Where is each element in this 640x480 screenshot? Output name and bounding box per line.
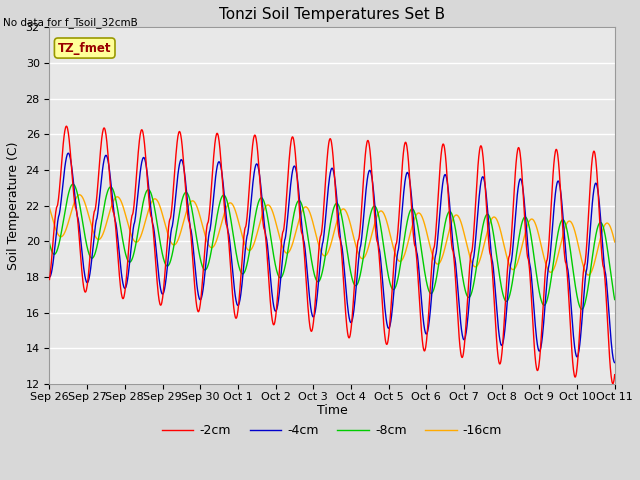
-8cm [235,263,243,269]
-2cm [420,348,428,354]
-4cm [235,301,243,307]
Line: -16cm: -16cm [49,195,614,275]
-4cm [544,269,552,275]
-8cm [544,294,552,300]
-2cm [45,276,53,282]
-2cm [494,353,502,359]
-8cm [45,240,53,246]
X-axis label: Time: Time [317,404,348,418]
Title: Tonzi Soil Temperatures Set B: Tonzi Soil Temperatures Set B [219,7,445,22]
-16cm [172,241,179,247]
-4cm [65,150,72,156]
Line: -8cm: -8cm [49,184,614,309]
-2cm [63,123,70,129]
Text: TZ_fmet: TZ_fmet [58,42,111,55]
-4cm [420,324,428,330]
-4cm [172,194,179,200]
-8cm [578,306,586,312]
-2cm [172,156,179,162]
-2cm [544,252,552,257]
-4cm [494,322,502,327]
-8cm [158,248,166,254]
Text: No data for f_Tsoil_32cmB: No data for f_Tsoil_32cmB [3,17,138,28]
Line: -2cm: -2cm [49,126,614,384]
-4cm [158,290,166,296]
-2cm [235,300,243,306]
-16cm [544,266,552,272]
-8cm [494,263,502,268]
-16cm [235,220,243,226]
-16cm [158,209,166,215]
-2cm [609,381,616,386]
-8cm [611,297,618,302]
-8cm [172,233,179,239]
Y-axis label: Soil Temperature (C): Soil Temperature (C) [7,142,20,270]
Legend: -2cm, -4cm, -8cm, -16cm: -2cm, -4cm, -8cm, -16cm [157,419,508,442]
-16cm [420,220,428,226]
-16cm [494,220,502,226]
-16cm [76,192,84,198]
-4cm [45,274,53,280]
-2cm [611,372,618,378]
-4cm [611,360,618,365]
-16cm [584,272,592,278]
-8cm [69,181,77,187]
-8cm [420,266,428,272]
-16cm [611,239,618,245]
Line: -4cm: -4cm [49,153,614,362]
-16cm [45,205,53,211]
-2cm [158,300,166,305]
